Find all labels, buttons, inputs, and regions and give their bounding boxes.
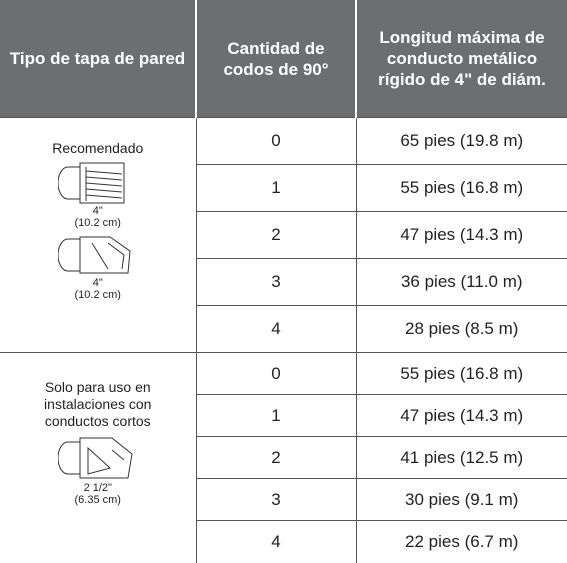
vent-type-cell: Recomendado 4" (10.2 cm) 4" (10.2 cm) <box>0 117 196 353</box>
max-length: 55 pies (16.8 m) <box>355 352 567 395</box>
dimension: 2 1/2" <box>83 482 112 494</box>
elbow-count: 0 <box>195 352 356 395</box>
elbow-count: 2 <box>195 211 356 259</box>
elbow-count: 3 <box>195 258 356 306</box>
table-row: 2 47 pies (14.3 m) <box>0 211 567 259</box>
max-length: 22 pies (6.7 m) <box>355 520 567 563</box>
table-row: 3 36 pies (11.0 m) <box>0 258 567 306</box>
table-row: 3 30 pies (9.1 m) <box>0 478 567 521</box>
max-length: 41 pies (12.5 m) <box>355 436 567 479</box>
header-cell: Cantidad de codos de 90° <box>195 0 356 118</box>
elbow-count: 2 <box>195 436 356 479</box>
table-row: 1 55 pies (16.8 m) <box>0 164 567 212</box>
table-row: 1 47 pies (14.3 m) <box>0 394 567 437</box>
vent-type-cell: Solo para uso en instalaciones con condu… <box>0 352 196 563</box>
max-length: 28 pies (8.5 m) <box>355 305 567 353</box>
dimension: 4" <box>92 277 103 289</box>
elbow-count: 3 <box>195 478 356 521</box>
dimension: 4" <box>92 205 103 217</box>
elbow-count: 0 <box>195 117 356 165</box>
dimension-metric: (10.2 cm) <box>74 289 121 301</box>
dimension-metric: (6.35 cm) <box>74 494 121 506</box>
table-row: Recomendado 4" (10.2 cm) 4" (10.2 cm) 0 65 pie… <box>0 117 567 353</box>
header-cell: Tipo de tapa de pared <box>0 0 196 118</box>
louver-vent-icon <box>57 162 125 204</box>
short-vent-icon <box>57 437 133 479</box>
table-row: Solo para uso en instalaciones con condu… <box>0 352 567 563</box>
header-cell: Longitud máxima de conducto metálico ríg… <box>355 0 567 118</box>
table-row: 2 41 pies (12.5 m) <box>0 436 567 479</box>
max-length: 55 pies (16.8 m) <box>355 164 567 212</box>
vent-type-label: Solo para uso en instalaciones con condu… <box>44 379 152 429</box>
table-body: Recomendado 4" (10.2 cm) 4" (10.2 cm) 0 65 pie… <box>0 117 567 563</box>
table-row: 4 22 pies (6.7 m) <box>0 520 567 563</box>
vent-type-label: Recomendado <box>52 140 144 156</box>
header-row: Tipo de tapa de pared Cantidad de codos … <box>0 0 567 118</box>
hood-vent-icon <box>57 236 131 274</box>
dimension-metric: (10.2 cm) <box>74 217 121 229</box>
elbow-count: 4 <box>195 520 356 563</box>
max-length: 65 pies (19.8 m) <box>355 117 567 165</box>
elbow-count: 1 <box>195 164 356 212</box>
elbow-count: 4 <box>195 305 356 353</box>
max-length: 30 pies (9.1 m) <box>355 478 567 521</box>
max-length: 47 pies (14.3 m) <box>355 394 567 437</box>
elbow-count: 1 <box>195 394 356 437</box>
max-length: 47 pies (14.3 m) <box>355 211 567 259</box>
table-row: 4 28 pies (8.5 m) <box>0 305 567 353</box>
max-length: 36 pies (11.0 m) <box>355 258 567 306</box>
